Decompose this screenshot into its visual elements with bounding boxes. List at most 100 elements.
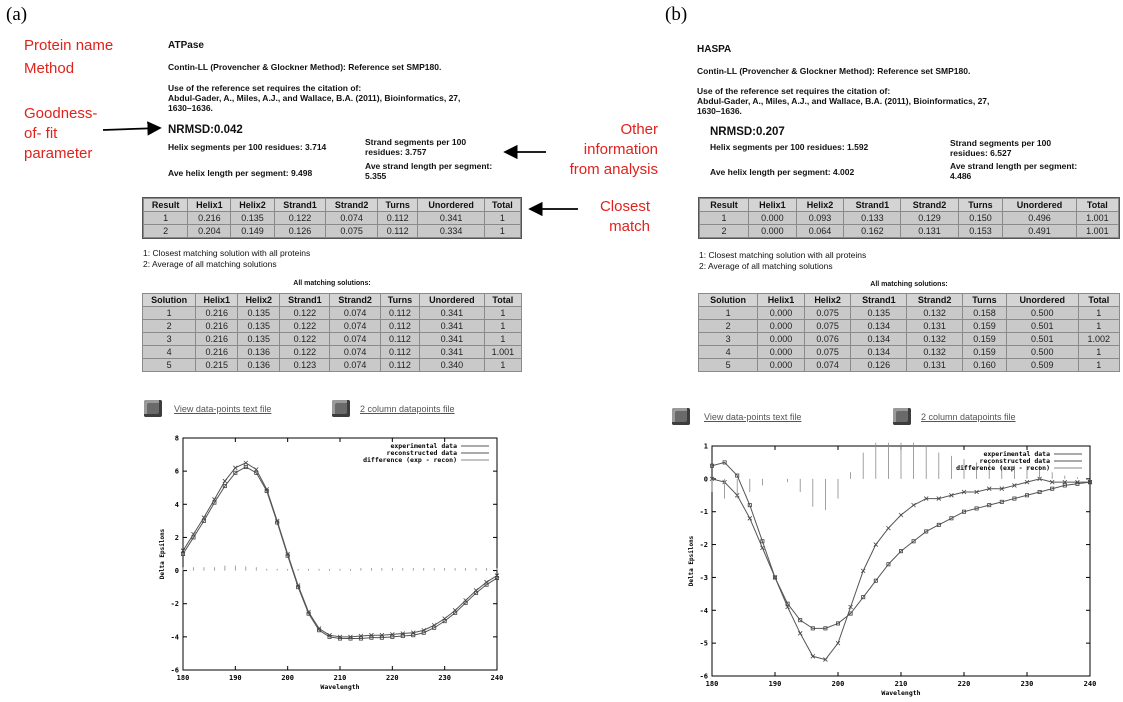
table-cell: 1.001 xyxy=(1076,212,1118,224)
data-point xyxy=(222,484,227,489)
table-cell: 1 xyxy=(700,212,749,224)
helix-segments: Helix segments per 100 residues: 1.592 xyxy=(710,142,869,152)
data-point xyxy=(1075,481,1080,486)
data-point xyxy=(1012,496,1017,501)
table-cell: 4 xyxy=(699,346,758,358)
two-column-link-row[interactable]: 2 column datapoints file xyxy=(893,408,1016,425)
solutions-table: Solution Helix1 Helix2 Strand1 Strand2 Turns U… xyxy=(698,293,1120,372)
table-cell: 1 xyxy=(699,307,758,319)
table-cell: 0.341 xyxy=(420,333,484,345)
table-cell: 0.076 xyxy=(804,333,851,345)
x-tick-label: 180 xyxy=(177,674,190,682)
table-cell: 1 xyxy=(484,307,521,319)
data-point xyxy=(747,516,753,521)
file-icon[interactable] xyxy=(332,400,350,417)
table-row: 1 0.000 0.075 0.135 0.132 0.158 0.500 1 xyxy=(699,307,1119,319)
table-cell: 1.001 xyxy=(1076,225,1118,237)
y-tick-label: 1 xyxy=(704,443,708,451)
file-icon[interactable] xyxy=(144,400,162,417)
citation-line: Use of the reference set requires the ci… xyxy=(697,86,891,96)
table-cell: 0.491 xyxy=(1003,225,1076,237)
table-cell: 0.075 xyxy=(326,225,377,237)
data-point xyxy=(785,601,790,606)
table-cell: 0.126 xyxy=(274,225,326,237)
x-tick-label: 200 xyxy=(281,674,294,682)
table-header-row: Solution Helix1 Helix2 Strand1 Strand2 Turns U… xyxy=(143,294,521,306)
file-icon[interactable] xyxy=(893,408,911,425)
table-cell: 0.074 xyxy=(330,359,380,371)
column-header: Unordered xyxy=(1003,199,1076,211)
table-cell: 1 xyxy=(484,359,521,371)
y-tick-label: 2 xyxy=(175,534,179,542)
method-text: Contin-LL (Provencher & Glockner Method)… xyxy=(168,62,442,72)
file-icon[interactable] xyxy=(672,408,690,425)
table-cell: 0.075 xyxy=(804,320,851,332)
data-point xyxy=(1062,483,1067,488)
data-point xyxy=(810,654,816,659)
data-point xyxy=(222,478,228,484)
legend-label: experimental data xyxy=(390,442,457,450)
table-cell: 0.136 xyxy=(238,359,280,371)
table-cell: 0.134 xyxy=(851,333,907,345)
two-column-datapoints-link[interactable]: 2 column datapoints file xyxy=(360,403,455,414)
text-file-link-row[interactable]: View data-points text file xyxy=(672,408,801,425)
table-cell: 0.112 xyxy=(380,346,420,358)
view-data-points-link[interactable]: View data-points text file xyxy=(704,411,802,422)
column-header: Unordered xyxy=(418,199,484,211)
data-point xyxy=(243,465,248,470)
ave-strand-line: 4.486 xyxy=(950,171,972,181)
column-header: Strand2 xyxy=(907,294,963,306)
table-cell: 1.002 xyxy=(1078,333,1119,345)
column-header: Result xyxy=(700,199,749,211)
column-header: Turns xyxy=(380,294,420,306)
data-point xyxy=(987,503,992,508)
data-point xyxy=(275,520,280,525)
data-point xyxy=(181,552,186,557)
table-cell: 5 xyxy=(143,359,196,371)
table-cell: 1 xyxy=(484,333,521,345)
table-cell: 0.158 xyxy=(963,307,1006,319)
y-tick-label: -4 xyxy=(171,633,179,641)
table-cell: 0.341 xyxy=(420,320,484,332)
data-point xyxy=(873,578,878,583)
data-point xyxy=(358,636,363,641)
data-point xyxy=(961,509,966,514)
column-header: Strand1 xyxy=(274,199,326,211)
text-file-link-row[interactable]: View data-points text file xyxy=(144,400,271,417)
series-1 xyxy=(709,476,1093,662)
result-table: Result Helix1 Helix2 Strand1 Strand2 Turns Uno… xyxy=(698,197,1120,239)
data-point xyxy=(432,625,437,630)
table-cell: 2 xyxy=(144,225,188,237)
notes: 1: Closest matching solution with all pr… xyxy=(143,248,310,270)
panel-b-label: (b) xyxy=(665,4,688,25)
table-header-row: Result Helix1 Helix2 Strand1 Strand2 Turns Uno… xyxy=(700,199,1118,211)
view-data-points-link[interactable]: View data-points text file xyxy=(174,403,272,414)
table-cell: 0.123 xyxy=(280,359,330,371)
annotation-line: match xyxy=(609,218,650,235)
data-point xyxy=(949,516,954,521)
table-cell: 0.334 xyxy=(418,225,484,237)
cd-spectrum-chart-a: 180 190 200 210 220 230 240 -6 -4 -2 0 2 4 6 8 Waveleng… xyxy=(159,435,503,692)
data-point xyxy=(848,604,853,610)
ave-strand-length: Ave strand length per segment: 4.486 xyxy=(950,161,1077,181)
ave-helix-length: Ave helix length per segment: 4.002 xyxy=(710,167,855,177)
annotation-line: Other xyxy=(620,121,658,138)
data-point xyxy=(421,630,426,635)
data-point xyxy=(709,476,715,482)
data-point xyxy=(722,460,727,465)
legend-label: difference (exp - recon) xyxy=(956,464,1050,472)
two-column-datapoints-link[interactable]: 2 column datapoints file xyxy=(921,411,1016,422)
note-line: 2: Average of all matching solutions xyxy=(699,261,833,271)
data-point xyxy=(936,496,942,501)
x-tick-label: 210 xyxy=(334,674,347,682)
data-point xyxy=(484,582,489,587)
table-cell: 3 xyxy=(143,333,196,345)
all-matching-title: All matching solutions: xyxy=(293,280,371,287)
annotation-closest-match: Closest match xyxy=(588,197,650,237)
two-column-link-row[interactable]: 2 column datapoints file xyxy=(332,400,455,417)
column-header: Helix2 xyxy=(231,199,274,211)
table-cell: 0.341 xyxy=(420,307,484,319)
table-cell: 0.112 xyxy=(380,333,420,345)
data-point xyxy=(986,486,992,491)
column-header: Helix2 xyxy=(804,294,851,306)
